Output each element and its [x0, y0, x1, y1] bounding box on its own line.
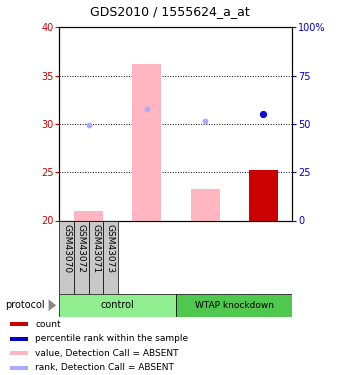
Text: value, Detection Call = ABSENT: value, Detection Call = ABSENT — [35, 349, 178, 358]
Text: GSM43073: GSM43073 — [106, 224, 115, 273]
Text: protocol: protocol — [5, 300, 45, 310]
Text: GSM43070: GSM43070 — [62, 224, 71, 273]
Text: GDS2010 / 1555624_a_at: GDS2010 / 1555624_a_at — [90, 5, 250, 18]
Bar — [10, 322, 29, 326]
Bar — [190, 189, 220, 220]
Text: rank, Detection Call = ABSENT: rank, Detection Call = ABSENT — [35, 363, 174, 372]
Bar — [10, 337, 29, 340]
Point — [86, 122, 91, 128]
Point — [202, 118, 208, 124]
Bar — [132, 64, 161, 220]
Bar — [249, 170, 278, 220]
Bar — [176, 294, 292, 317]
Text: count: count — [35, 320, 61, 328]
Point — [144, 106, 150, 112]
Text: GSM43072: GSM43072 — [77, 224, 86, 273]
Bar — [10, 351, 29, 355]
Bar — [59, 220, 74, 294]
Text: percentile rank within the sample: percentile rank within the sample — [35, 334, 188, 343]
Text: GSM43071: GSM43071 — [91, 224, 100, 273]
Bar — [74, 211, 103, 220]
Bar — [103, 220, 118, 294]
Text: WTAP knockdown: WTAP knockdown — [195, 301, 274, 310]
Bar — [74, 220, 89, 294]
Point — [260, 111, 266, 117]
Bar — [89, 220, 103, 294]
Bar — [10, 366, 29, 370]
Text: control: control — [101, 300, 135, 310]
Bar — [59, 294, 176, 317]
